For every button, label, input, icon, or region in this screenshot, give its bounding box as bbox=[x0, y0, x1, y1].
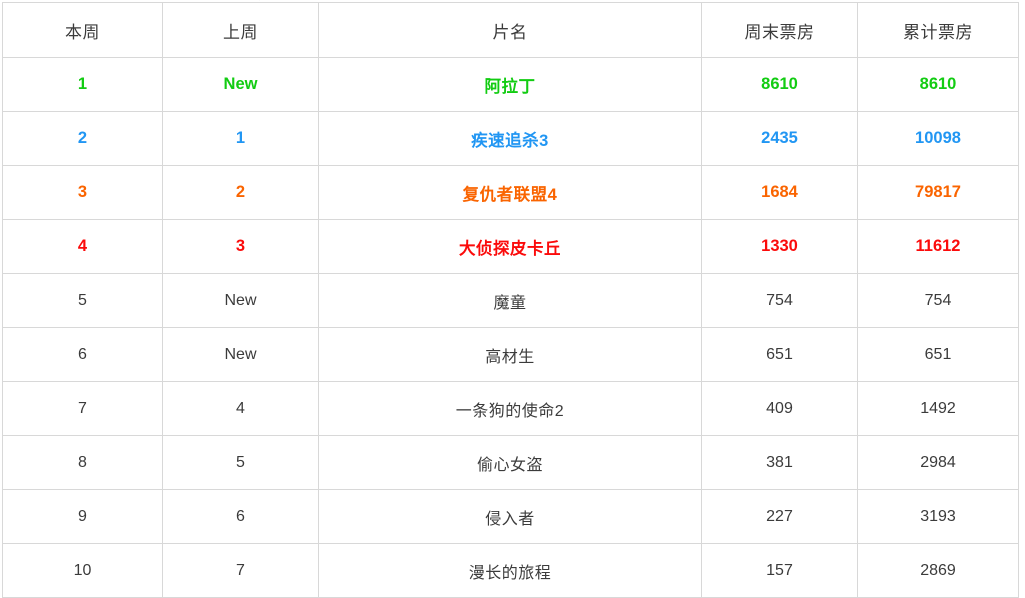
table-row: 5 New 魔童 754 754 bbox=[2, 273, 1019, 328]
cell-total: 2869 bbox=[857, 543, 1019, 598]
cell-last: New bbox=[162, 327, 319, 382]
cell-title: 侵入者 bbox=[318, 489, 702, 544]
cell-rank: 1 bbox=[2, 57, 163, 112]
cell-weekend: 651 bbox=[701, 327, 858, 382]
cell-rank: 5 bbox=[2, 273, 163, 328]
cell-weekend: 8610 bbox=[701, 57, 858, 112]
cell-title: 魔童 bbox=[318, 273, 702, 328]
cut-off-page-title: 周末票房榜 bbox=[258, 0, 438, 2]
cell-total: 1492 bbox=[857, 381, 1019, 436]
cell-weekend: 754 bbox=[701, 273, 858, 328]
table-row: 7 4 一条狗的使命2 409 1492 bbox=[2, 381, 1019, 436]
cell-weekend: 1330 bbox=[701, 219, 858, 274]
cell-weekend: 381 bbox=[701, 435, 858, 490]
cell-total: 2984 bbox=[857, 435, 1019, 490]
cell-last: 3 bbox=[162, 219, 319, 274]
cell-weekend: 1684 bbox=[701, 165, 858, 220]
table-body: 1 New 阿拉丁 8610 8610 2 1 疾速追杀3 2435 10098 3 2 复仇者联盟4 1… bbox=[2, 57, 1019, 598]
cell-title: 高材生 bbox=[318, 327, 702, 382]
table-row: 8 5 偷心女盗 381 2984 bbox=[2, 435, 1019, 490]
cell-weekend: 2435 bbox=[701, 111, 858, 166]
cell-rank: 6 bbox=[2, 327, 163, 382]
cell-last: 4 bbox=[162, 381, 319, 436]
cell-title: 偷心女盗 bbox=[318, 435, 702, 490]
table-row: 3 2 复仇者联盟4 1684 79817 bbox=[2, 165, 1019, 220]
cell-total: 8610 bbox=[857, 57, 1019, 112]
cell-last: 7 bbox=[162, 543, 319, 598]
cell-total: 79817 bbox=[857, 165, 1019, 220]
table-row: 9 6 侵入者 227 3193 bbox=[2, 489, 1019, 544]
cell-rank: 7 bbox=[2, 381, 163, 436]
table-row: 2 1 疾速追杀3 2435 10098 bbox=[2, 111, 1019, 166]
cell-title: 漫长的旅程 bbox=[318, 543, 702, 598]
cell-title: 阿拉丁 bbox=[318, 57, 702, 112]
cell-last: 2 bbox=[162, 165, 319, 220]
cell-total: 11612 bbox=[857, 219, 1019, 274]
cell-rank: 2 bbox=[2, 111, 163, 166]
cell-rank: 8 bbox=[2, 435, 163, 490]
cell-rank: 3 bbox=[2, 165, 163, 220]
table-header: 本周 上周 片名 周末票房 累计票房 bbox=[2, 2, 1019, 58]
cell-weekend: 409 bbox=[701, 381, 858, 436]
cell-title: 疾速追杀3 bbox=[318, 111, 702, 166]
cell-last: 5 bbox=[162, 435, 319, 490]
cell-total: 3193 bbox=[857, 489, 1019, 544]
column-header-rank: 本周 bbox=[2, 2, 163, 58]
cell-rank: 4 bbox=[2, 219, 163, 274]
cell-weekend: 227 bbox=[701, 489, 858, 544]
cell-total: 651 bbox=[857, 327, 1019, 382]
cell-title: 一条狗的使命2 bbox=[318, 381, 702, 436]
cell-last: 1 bbox=[162, 111, 319, 166]
cell-title: 大侦探皮卡丘 bbox=[318, 219, 702, 274]
cell-weekend: 157 bbox=[701, 543, 858, 598]
cell-rank: 9 bbox=[2, 489, 163, 544]
table-row: 10 7 漫长的旅程 157 2869 bbox=[2, 543, 1019, 598]
table-header-row: 本周 上周 片名 周末票房 累计票房 bbox=[2, 2, 1019, 58]
cell-total: 10098 bbox=[857, 111, 1019, 166]
column-header-total: 累计票房 bbox=[857, 2, 1019, 58]
cell-last: New bbox=[162, 273, 319, 328]
column-header-last: 上周 bbox=[162, 2, 319, 58]
column-header-weekend: 周末票房 bbox=[701, 2, 858, 58]
cell-total: 754 bbox=[857, 273, 1019, 328]
column-header-title: 片名 bbox=[318, 2, 702, 58]
table-row: 1 New 阿拉丁 8610 8610 bbox=[2, 57, 1019, 112]
table-row: 4 3 大侦探皮卡丘 1330 11612 bbox=[2, 219, 1019, 274]
cell-rank: 10 bbox=[2, 543, 163, 598]
cell-last: 6 bbox=[162, 489, 319, 544]
cell-last: New bbox=[162, 57, 319, 112]
table-row: 6 New 高材生 651 651 bbox=[2, 327, 1019, 382]
cell-title: 复仇者联盟4 bbox=[318, 165, 702, 220]
